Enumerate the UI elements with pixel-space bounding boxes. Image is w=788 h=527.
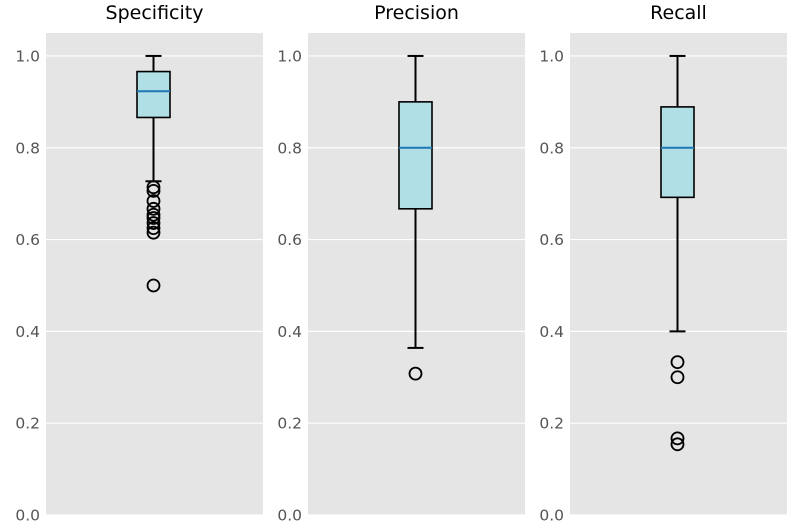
specificity-ytick-label: 1.0 [15,47,40,65]
precision-panel: 0.0 0.2 0.4 0.6 0.8 1.0 Precision [277,2,525,525]
recall-ytick-label: 0.2 [539,415,564,433]
specificity-outlier-point [146,278,161,293]
precision-title: Precision [374,2,459,24]
recall-outlier-point [670,370,685,385]
specificity-ytick-label: 0.8 [15,139,40,157]
specificity-outlier-point [146,201,161,216]
specificity-ytick-label: 0.0 [15,507,40,524]
specificity-ytick-label: 0.2 [15,415,40,433]
precision-box [398,101,433,210]
specificity-outlier-point [146,194,161,208]
precision-outlier-point [408,366,423,381]
precision-ytick-label: 0.6 [277,231,302,249]
specificity-outlier-point [146,184,161,198]
recall-outlier-point [670,355,685,370]
precision-ytick-label: 0.2 [277,415,302,433]
recall-title: Recall [650,2,707,24]
recall-ytick-label: 0.4 [539,323,564,341]
recall-outlier-point [670,437,685,452]
specificity-outlier-point [146,211,161,225]
recall-box [660,106,695,199]
specificity-ytick-label: 0.6 [15,231,40,249]
specificity-title: Specificity [106,2,204,24]
specificity-outlier-point [146,180,161,195]
recall-ytick-label: 0.6 [539,231,564,249]
precision-ytick-label: 0.0 [277,507,302,524]
specificity-ytick-label: 0.4 [15,323,40,341]
specificity-outlier-point [146,221,161,235]
precision-ytick-label: 0.4 [277,323,302,341]
specificity-box [136,70,171,119]
recall-panel: 0.0 0.2 0.4 0.6 0.8 1.0 Recall [539,2,787,525]
specificity-outlier-point [146,216,161,230]
specificity-panel: 0.0 0.2 0.4 0.6 0.8 1.0 Specificity [15,2,263,525]
specificity-outlier-point [146,225,161,240]
precision-ytick-label: 0.8 [277,139,302,157]
precision-ytick-label: 1.0 [277,47,302,65]
recall-outlier-point [670,431,685,446]
recall-ytick-label: 0.0 [539,507,564,524]
recall-ytick-label: 1.0 [539,47,564,65]
recall-ytick-label: 0.8 [539,139,564,157]
